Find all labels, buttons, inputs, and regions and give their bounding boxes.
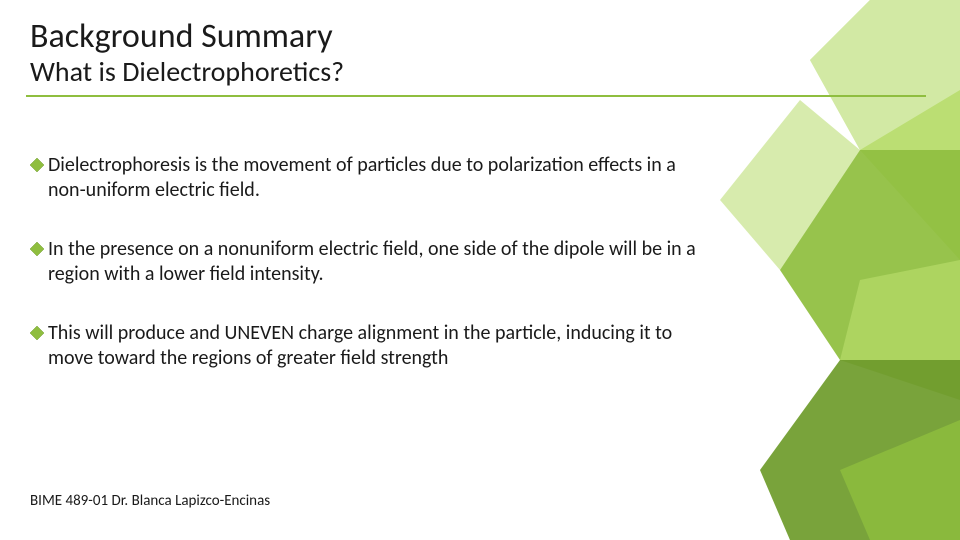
slide: Background Summary What is Dielectrophor… [0,0,960,540]
slide-title: Background Summary [30,18,750,55]
bullet-text: Dielectrophoresis is the movement of par… [48,153,710,203]
diamond-bullet-icon [30,326,44,340]
diamond-bullet-icon [30,242,44,256]
slide-subtitle: What is Dielectrophoretics? [30,55,750,89]
bullet-item: In the presence on a nonuniform electric… [30,237,710,287]
bullet-list: Dielectrophoresis is the movement of par… [30,153,710,371]
bullet-item: This will produce and UNEVEN charge alig… [30,321,710,371]
bullet-text: In the presence on a nonuniform electric… [48,237,710,287]
content-area: Background Summary What is Dielectrophor… [30,18,750,405]
slide-footer: BIME 489-01 Dr. Blanca Lapizco-Encinas [30,492,270,510]
bullet-text: This will produce and UNEVEN charge alig… [48,321,710,371]
title-underline [26,95,926,97]
diamond-bullet-icon [30,158,44,172]
bullet-item: Dielectrophoresis is the movement of par… [30,153,710,203]
